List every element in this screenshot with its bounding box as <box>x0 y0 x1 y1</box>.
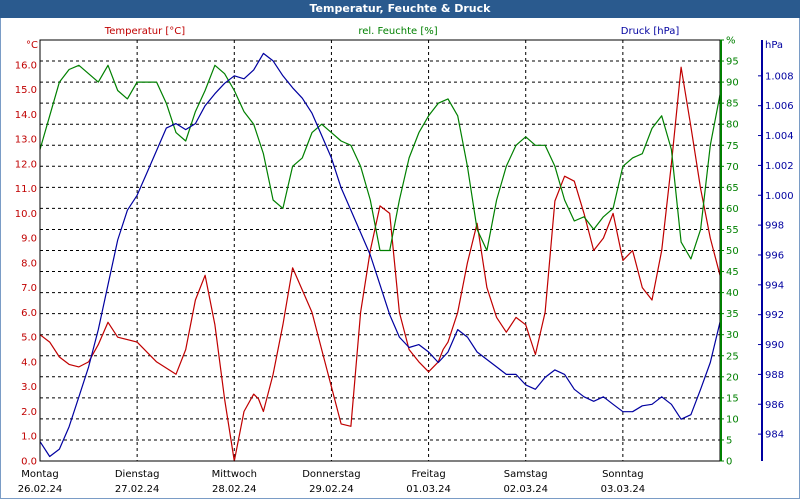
temperature-tick-label: 5.0 <box>21 333 37 344</box>
series-line-temperature <box>39 66 721 462</box>
x-day-label: Mittwoch <box>212 469 257 480</box>
x-date-label: 02.03.24 <box>503 484 548 495</box>
temperature-tick-label: 7.0 <box>21 283 37 294</box>
temperature-tick-label: 10.0 <box>15 209 37 220</box>
temperature-tick-label: 16.0 <box>15 60 37 71</box>
pressure-tick-label: 1.002 <box>765 161 794 172</box>
x-date-label: 26.02.24 <box>18 484 63 495</box>
temperature-tick-label: 4.0 <box>21 357 37 368</box>
humidity-tick-label: 5 <box>726 435 732 446</box>
humidity-tick-label: 65 <box>726 183 739 194</box>
pressure-tick-label: 986 <box>765 400 784 411</box>
pressure-unit-label: hPa <box>765 40 783 51</box>
temperature-tick-label: 6.0 <box>21 308 37 319</box>
humidity-tick-label: % <box>726 36 736 47</box>
humidity-tick-label: 85 <box>726 99 739 110</box>
humidity-tick-label: 70 <box>726 162 739 173</box>
temperature-tick-label: 9.0 <box>21 234 37 245</box>
humidity-tick-label: 40 <box>726 288 739 299</box>
temperature-axis-label: Temperatur [°C] <box>104 26 185 37</box>
pressure-tick-label: 996 <box>765 250 784 261</box>
temperature-tick-label: 15.0 <box>15 85 37 96</box>
humidity-tick-label: 50 <box>726 246 739 257</box>
humidity-tick-label: 45 <box>726 267 739 278</box>
temperature-tick-label: 13.0 <box>15 135 37 146</box>
pressure-tick-label: 1.004 <box>765 131 794 142</box>
humidity-tick-label: 35 <box>726 309 739 320</box>
humidity-tick-label: 0 <box>726 457 732 468</box>
pressure-tick-label: 988 <box>765 370 784 381</box>
pressure-tick-label: 984 <box>765 430 784 441</box>
temperature-tick-label: 14.0 <box>15 110 37 121</box>
series-group <box>39 52 721 462</box>
x-day-label: Samstag <box>504 469 548 480</box>
pressure-tick-label: 994 <box>765 280 784 291</box>
temperature-tick-label: 11.0 <box>15 184 37 195</box>
x-day-label: Freitag <box>411 469 445 480</box>
x-date-label: 28.02.24 <box>212 484 257 495</box>
temperature-tick-label: 1.0 <box>21 432 37 443</box>
pressure-tick-label: 1.006 <box>765 101 794 112</box>
x-date-label: 29.02.24 <box>309 484 354 495</box>
series-line-pressure <box>39 52 721 458</box>
humidity-tick-label: 10 <box>726 414 739 425</box>
humidity-tick-label: 80 <box>726 120 739 131</box>
pressure-tick-label: 1.000 <box>765 191 794 202</box>
temperature-tick-label: 8.0 <box>21 258 37 269</box>
humidity-tick-label: 60 <box>726 204 739 215</box>
temperature-tick-label: 2.0 <box>21 407 37 418</box>
humidity-tick-label: 55 <box>726 225 739 236</box>
humidity-tick-label: 90 <box>726 78 739 89</box>
x-date-label: 27.02.24 <box>115 484 160 495</box>
x-day-label: Donnerstag <box>302 469 360 480</box>
humidity-tick-label: 95 <box>726 57 739 68</box>
temperature-tick-label: 0.0 <box>21 457 37 468</box>
humidity-tick-label: 15 <box>726 393 739 404</box>
series-line-humidity <box>39 64 721 260</box>
pressure-tick-label: 992 <box>765 310 784 321</box>
temperature-unit-label: °C <box>26 40 38 51</box>
chart-title: Temperatur, Feuchte & Druck <box>0 0 800 18</box>
x-date-label: 03.03.24 <box>601 484 646 495</box>
humidity-tick-label: 75 <box>726 141 739 152</box>
x-day-label: Sonntag <box>602 469 644 480</box>
temperature-tick-label: 3.0 <box>21 382 37 393</box>
x-date-label: 01.03.24 <box>406 484 451 495</box>
temperature-tick-label: 12.0 <box>15 159 37 170</box>
humidity-tick-label: 20 <box>726 372 739 383</box>
pressure-tick-label: 1.008 <box>765 71 794 82</box>
humidity-axis-label: rel. Feuchte [%] <box>358 26 437 37</box>
humidity-tick-label: 30 <box>726 330 739 341</box>
x-day-label: Montag <box>21 469 58 480</box>
pressure-tick-label: 990 <box>765 340 784 351</box>
axes: 0.0 1.0 2.0 3.0 4.0 5.0 6.0 7.0 8.0 9.0 10.0 11.0 12… <box>15 36 794 496</box>
humidity-tick-label: 25 <box>726 351 739 362</box>
x-day-label: Dienstag <box>115 469 160 480</box>
pressure-axis-label: Druck [hPa] <box>621 26 680 37</box>
pressure-tick-label: 998 <box>765 221 784 232</box>
